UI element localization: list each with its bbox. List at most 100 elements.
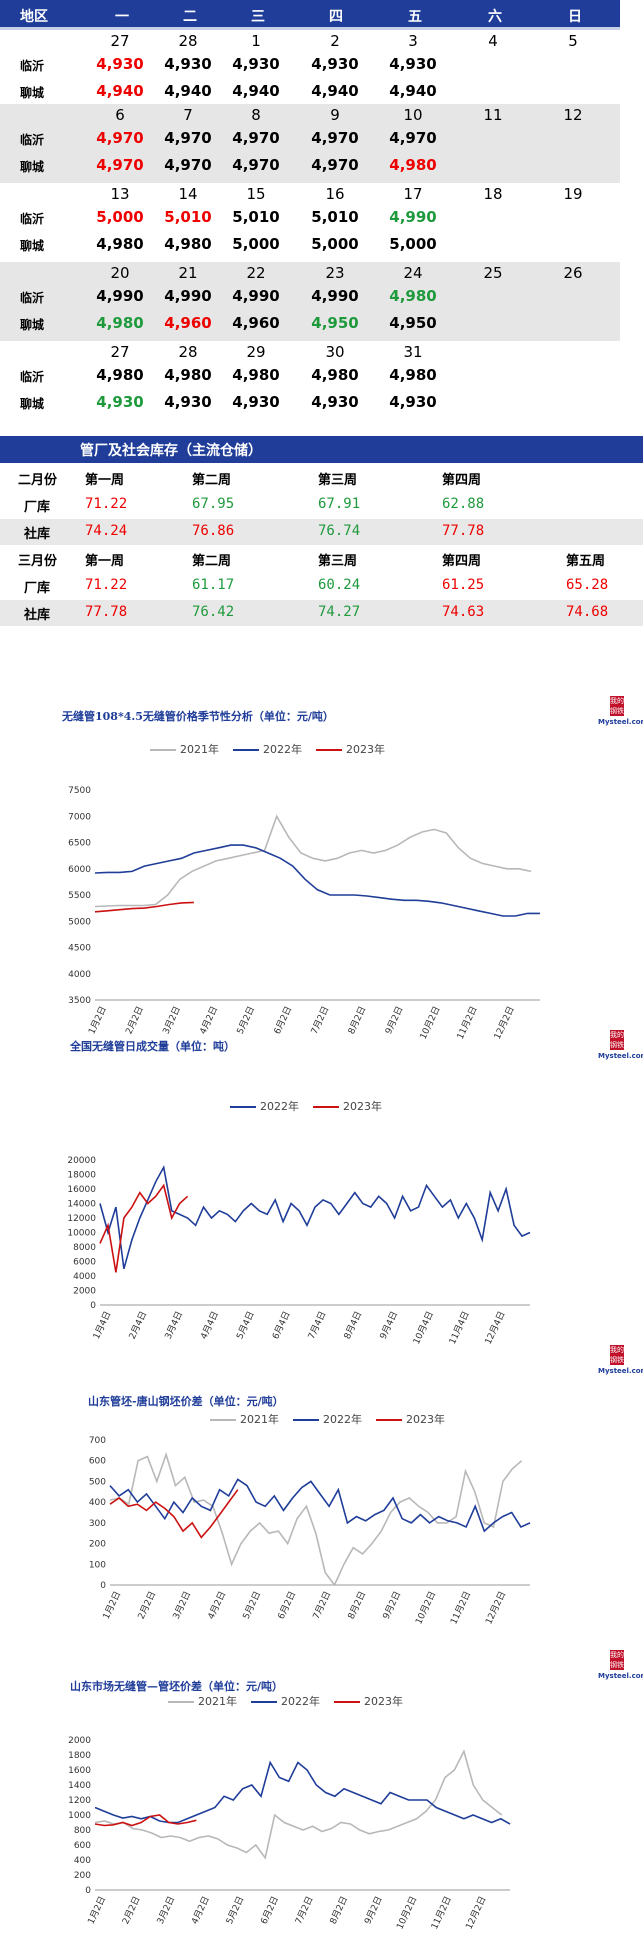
- x-tick-label: 10月4日: [411, 1310, 436, 1347]
- mysteel-logo: 我的钢铁 Mysteel.com: [598, 1345, 643, 1381]
- calendar-date: 29: [246, 343, 266, 361]
- x-tick-label: 4月2日: [206, 1590, 228, 1621]
- x-tick-label: 8月2日: [346, 1005, 368, 1036]
- inventory-cell: 76.86: [192, 523, 235, 539]
- price-value: 4,930: [311, 55, 359, 73]
- x-tick-label: 3月2日: [161, 1005, 183, 1036]
- inventory-cell: 67.91: [318, 496, 361, 512]
- price-value: 4,940: [96, 82, 144, 100]
- price-value: 5,010: [164, 208, 212, 226]
- series-line-2023年: [109, 1489, 239, 1539]
- y-tick-label: 6500: [68, 839, 91, 849]
- x-tick-label: 9月4日: [378, 1310, 400, 1341]
- legend-label: 2023年: [346, 743, 385, 756]
- calendar-date: 11: [483, 106, 503, 124]
- inventory-cell: 60.24: [318, 577, 361, 593]
- calendar-date: 15: [246, 185, 266, 203]
- calendar-date: 30: [325, 343, 345, 361]
- calendar-date: 18: [483, 185, 503, 203]
- chart-title: 全国无缝管日成交量（单位：吨）: [70, 1040, 235, 1053]
- legend-item: 2021年: [210, 1411, 279, 1427]
- x-tick-label: 4月4日: [199, 1310, 221, 1341]
- legend-swatch: [168, 1701, 194, 1703]
- y-tick-label: 200: [89, 1540, 106, 1550]
- x-tick-label: 7月4日: [306, 1310, 328, 1341]
- calendar-week: 13 14 15 16 17 18 19 临沂 5,000 5,010 5,010 5,010 4,99…: [0, 183, 620, 262]
- inventory-cell: 74.24: [85, 523, 128, 539]
- price-value: 4,970: [164, 156, 212, 174]
- price-value: 4,980: [164, 235, 212, 253]
- logo-text: Mysteel.com: [598, 1367, 643, 1375]
- price-value: 4,990: [311, 287, 359, 305]
- price-value: 4,980: [96, 235, 144, 253]
- price-value: 5,000: [389, 235, 437, 253]
- y-tick-label: 400: [89, 1498, 106, 1508]
- y-tick-label: 3500: [68, 996, 91, 1006]
- header-tue: 二: [183, 9, 197, 25]
- header-sat: 六: [488, 9, 502, 25]
- legend-swatch: [233, 749, 259, 751]
- calendar-date: 1: [251, 32, 261, 50]
- price-value: 4,930: [311, 393, 359, 411]
- calendar-week: 20 21 22 23 24 25 26 临沂 4,990 4,990 4,990 4,990 4,98…: [0, 262, 620, 341]
- legend-label: 2022年: [281, 1695, 320, 1708]
- x-tick-label: 11月4日: [447, 1310, 472, 1347]
- header-fri: 五: [408, 9, 422, 25]
- calendar-date: 10: [403, 106, 423, 124]
- price-value: 4,990: [389, 208, 437, 226]
- legend-item: 2022年: [233, 741, 302, 757]
- chart-title: 山东管坯-唐山钢坯价差（单位：元/吨）: [88, 1395, 284, 1408]
- x-tick-label: 4月2日: [189, 1895, 211, 1926]
- y-tick-label: 5000: [68, 917, 91, 927]
- y-tick-label: 1000: [68, 1811, 91, 1821]
- header-region: 地区: [20, 9, 48, 25]
- legend-item: 2023年: [313, 1098, 382, 1114]
- price-value: 4,970: [389, 129, 437, 147]
- calendar-date: 23: [325, 264, 345, 282]
- legend-item: 2022年: [230, 1098, 299, 1114]
- y-tick-label: 16000: [67, 1185, 96, 1195]
- legend-item: 2023年: [334, 1693, 403, 1709]
- price-value: 5,000: [232, 235, 280, 253]
- region-label: 聊城: [20, 160, 45, 174]
- inventory-cell: 71.22: [85, 496, 128, 512]
- legend-swatch: [313, 1106, 339, 1108]
- inventory-label: 厂库: [24, 500, 51, 515]
- calendar-date: 20: [110, 264, 130, 282]
- chart-title: 山东市场无缝管—管坯价差（单位：元/吨）: [70, 1680, 284, 1693]
- region-label: 临沂: [20, 59, 45, 73]
- x-tick-label: 6月2日: [259, 1895, 281, 1926]
- inventory-row: 厂库 71.22 61.17 60.24 61.25 65.28: [0, 573, 643, 599]
- x-tick-label: 11月2日: [429, 1895, 454, 1932]
- mysteel-logo: 我的钢铁 Mysteel.com: [598, 1030, 643, 1066]
- x-tick-label: 10月2日: [418, 1005, 443, 1042]
- price-value: 4,930: [232, 55, 280, 73]
- y-tick-label: 1400: [68, 1781, 91, 1791]
- y-tick-label: 0: [85, 1886, 91, 1896]
- calendar-date: 5: [568, 32, 578, 50]
- x-tick-label: 9月2日: [362, 1895, 384, 1926]
- region-label: 临沂: [20, 291, 45, 305]
- legend-label: 2021年: [240, 1413, 279, 1426]
- series-line-2021年: [109, 1451, 523, 1587]
- legend-item: 2021年: [150, 741, 219, 757]
- header-thu: 四: [329, 9, 343, 25]
- legend-item: 2023年: [376, 1411, 445, 1427]
- inventory-cell: 67.95: [192, 496, 235, 512]
- x-tick-label: 7月2日: [311, 1590, 333, 1621]
- calendar-date: 8: [251, 106, 261, 124]
- calendar-date: 16: [325, 185, 345, 203]
- x-tick-label: 10月2日: [413, 1590, 438, 1627]
- price-value: 4,930: [96, 55, 144, 73]
- legend-label: 2023年: [406, 1413, 445, 1426]
- inventory-row: 三月份 第一周 第二周 第三周 第四周 第五周: [0, 546, 643, 572]
- price-value: 5,010: [232, 208, 280, 226]
- legend-swatch: [376, 1419, 402, 1421]
- x-tick-label: 1月2日: [101, 1590, 123, 1621]
- legend-item: 2021年: [168, 1693, 237, 1709]
- series-line-2023年: [94, 1814, 197, 1827]
- y-tick-label: 600: [89, 1457, 106, 1467]
- chart-legend: 2022年 2023年: [230, 1098, 396, 1114]
- x-tick-label: 5月2日: [224, 1895, 246, 1926]
- x-tick-label: 12月2日: [483, 1590, 508, 1627]
